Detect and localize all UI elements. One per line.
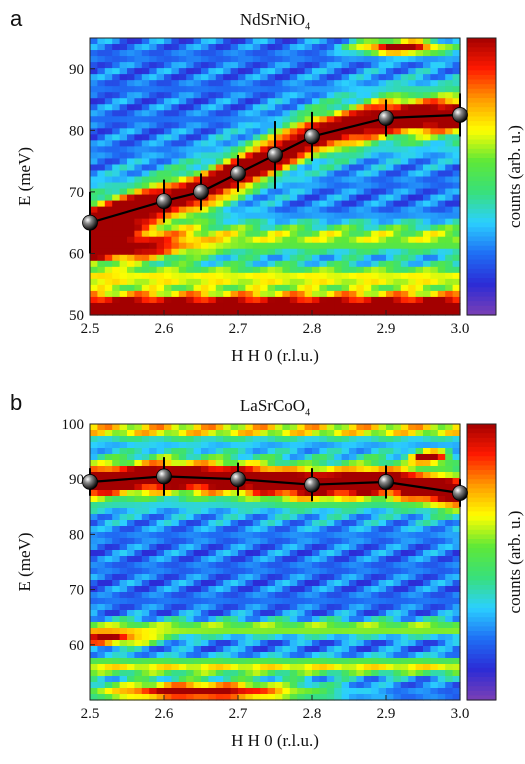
- data-point-a-0: [82, 214, 98, 231]
- colorbar-label-a: counts (arb. u.): [505, 125, 524, 228]
- x-tick-label-b-3: 2.8: [303, 706, 322, 722]
- title-main-a: NdSrNiO: [239, 10, 306, 29]
- panel-a: a NdSrNiO4 counts (arb. u.) 2.5 2.6 2.7 2.8 2…: [10, 6, 524, 365]
- data-point-b-1: [156, 468, 172, 485]
- data-point-a-1: [156, 193, 172, 210]
- heatmap-cells-b: [90, 424, 461, 701]
- y-tick-label-a-1: 60: [69, 246, 84, 262]
- heatmap-cells-a: [90, 38, 461, 316]
- data-point-b-2: [230, 471, 246, 488]
- data-point-b-4: [378, 474, 394, 490]
- plot-frame-a: [89, 37, 461, 316]
- y-tick-label-b-4: 100: [62, 417, 85, 433]
- y-tick-label-a-2: 70: [69, 185, 84, 201]
- y-tick-label-a-4: 90: [69, 62, 84, 78]
- panel-title-b: LaSrCoO4: [90, 396, 460, 418]
- x-axis-label-b: H H 0 (r.l.u.): [231, 731, 319, 750]
- panel-label-b: b: [10, 390, 23, 415]
- colorbar-a: [466, 37, 497, 316]
- x-tick-label-b-5: 3.0: [451, 706, 470, 722]
- data-point-a-4: [267, 147, 283, 163]
- dispersion-line-b: [89, 475, 461, 495]
- heatmap-chart-b: counts (arb. u.) 2.5 2.6 2.7 2.8 2.9 3.0 60 70 80…: [15, 417, 524, 750]
- x-axis-label-a: H H 0 (r.l.u.): [231, 346, 319, 365]
- x-tick-label-a-1: 2.6: [155, 321, 174, 337]
- y-tick-label-a-3: 80: [69, 123, 84, 139]
- panel-b: b LaSrCoO4 counts (arb. u.) 2.5 2.6 2.7 2.8 2…: [0, 382, 525, 764]
- x-tick-label-a-5: 3.0: [451, 321, 470, 337]
- data-point-a-5: [304, 128, 320, 145]
- plot-frame-b: [89, 423, 461, 701]
- x-tick-label-b-1: 2.6: [155, 706, 174, 722]
- colorbar-b: [466, 423, 497, 701]
- title-sub-a: 4: [305, 21, 311, 33]
- x-tick-label-b-4: 2.9: [377, 706, 396, 722]
- data-point-b-5: [452, 485, 468, 501]
- x-tick-label-a-3: 2.8: [303, 321, 322, 337]
- title-main-b: LaSrCoO: [239, 396, 306, 415]
- data-point-b-0: [82, 474, 98, 490]
- data-point-a-3: [230, 165, 246, 182]
- y-axis-label-b: E (meV): [15, 532, 34, 591]
- y-tick-label-b-2: 80: [69, 527, 84, 543]
- y-tick-label-b-1: 70: [69, 583, 84, 599]
- y-tick-label-b-3: 90: [69, 472, 84, 488]
- x-tick-label-a-4: 2.9: [377, 321, 396, 337]
- data-point-a-7: [452, 107, 468, 123]
- x-tick-label-a-0: 2.5: [81, 321, 100, 337]
- data-point-a-2: [193, 183, 209, 200]
- x-tick-label-a-2: 2.7: [229, 321, 248, 337]
- title-sub-b: 4: [305, 407, 311, 419]
- y-tick-label-a-0: 50: [69, 308, 84, 324]
- data-point-a-6: [378, 110, 394, 126]
- panel-label-a: a: [10, 6, 23, 31]
- y-tick-label-b-0: 60: [69, 638, 84, 654]
- x-tick-label-b-0: 2.5: [81, 706, 100, 722]
- x-tick-label-b-2: 2.7: [229, 706, 248, 722]
- panel-title-a: NdSrNiO4: [90, 10, 460, 32]
- colorbar-label-b: counts (arb. u.): [505, 511, 524, 614]
- heatmap-chart-a: counts (arb. u.) 2.5 2.6 2.7 2.8 2.9 3.0 50 60 70…: [15, 37, 524, 365]
- data-point-b-3: [304, 476, 320, 493]
- y-axis-label-a: E (meV): [15, 147, 34, 206]
